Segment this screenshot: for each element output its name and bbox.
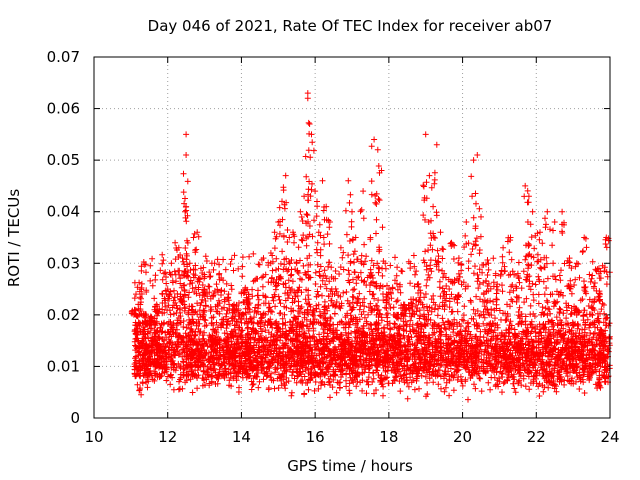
x-tick-label: 24 — [600, 428, 619, 446]
y-tick-label: 0.02 — [47, 306, 80, 324]
x-tick-label: 22 — [527, 428, 546, 446]
roti-points — [128, 90, 613, 403]
y-tick-label: 0.05 — [47, 151, 80, 169]
y-tick-label: 0.06 — [47, 100, 80, 118]
y-axis-title: ROTI / TECUs — [5, 189, 23, 287]
x-tick-label: 18 — [379, 428, 398, 446]
x-tick-label: 20 — [453, 428, 472, 446]
x-tick-label: 16 — [306, 428, 325, 446]
chart-title: Day 046 of 2021, Rate Of TEC Index for r… — [148, 17, 553, 35]
y-tick-label: 0.01 — [47, 357, 80, 375]
x-tick-labels: 10 12 14 16 18 20 22 24 — [84, 428, 619, 446]
x-axis-title: GPS time / hours — [287, 457, 413, 475]
plot-frame — [93, 56, 611, 419]
y-tick-label: 0 — [70, 409, 80, 427]
y-tick-label: 0.04 — [47, 203, 80, 221]
y-tick-label: 0.07 — [47, 48, 80, 66]
x-tick-label: 14 — [232, 428, 251, 446]
x-tick-label: 12 — [158, 428, 177, 446]
x-tick-label: 10 — [84, 428, 103, 446]
data-points — [128, 90, 613, 403]
y-tick-labels: 0 0.01 0.02 0.03 0.04 0.05 0.06 0.07 — [47, 48, 80, 427]
y-tick-label: 0.03 — [47, 254, 80, 272]
